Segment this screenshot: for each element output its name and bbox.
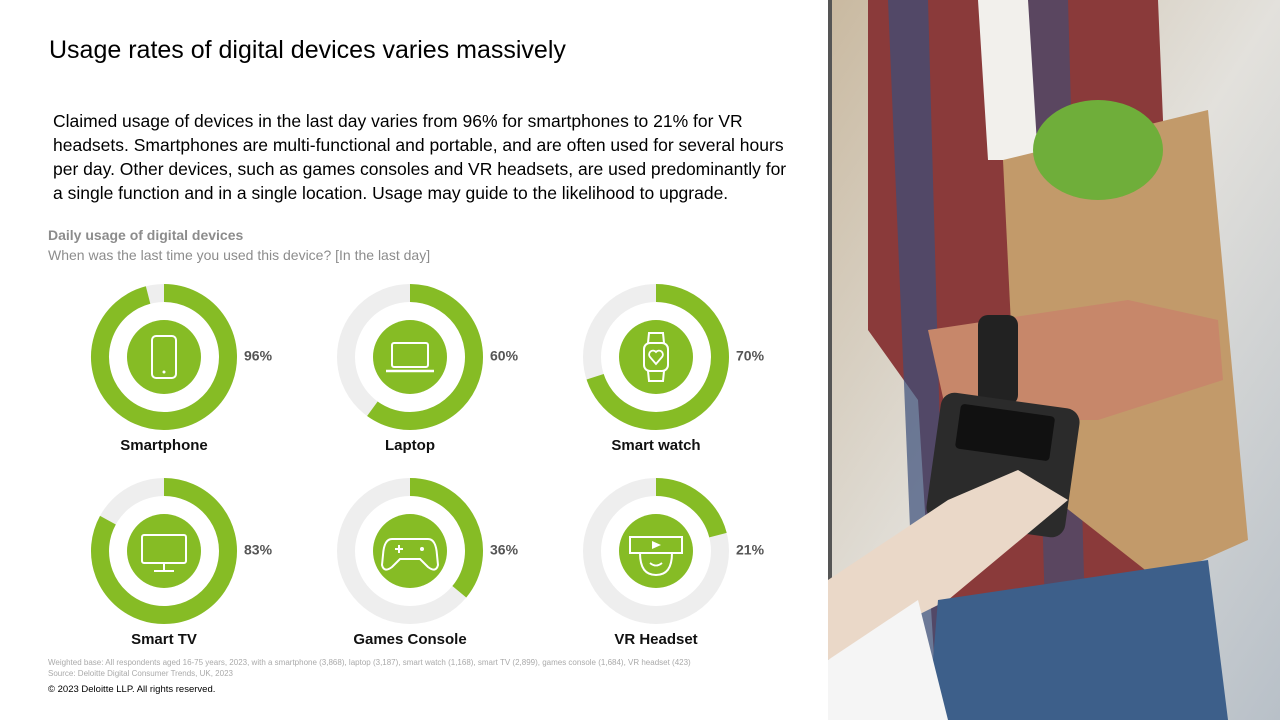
footnote: Source: Deloitte Digital Consumer Trends… [48,669,233,678]
icon-background [619,320,693,394]
donut-chart: 70% Smart watch [583,284,765,454]
donut-title: Games Console [353,631,466,648]
donut-chart: 60% Laptop [337,284,519,454]
donut-arc [91,478,237,624]
donut-arc [655,478,727,538]
copyright: © 2023 Deloitte LLP. All rights reserved… [48,684,216,695]
donut-title: Smartphone [120,437,208,454]
chart-title: Daily usage of digital devices [48,227,244,243]
icon-shape [395,545,403,553]
icon-background [127,514,201,588]
donut-arc [91,284,237,430]
donut-chart: 36% Games Console [337,478,519,648]
device-icon [629,536,683,577]
donut-arc [586,284,729,430]
value-label: 21% [736,542,765,558]
icon-background [373,514,447,588]
chart-subtitle: When was the last time you used this dev… [48,247,431,263]
value-label: 70% [736,348,765,364]
icon-shape [639,552,673,577]
device-icon [380,538,440,571]
photo [828,0,1280,720]
icon-background [373,320,447,394]
donut-title: Laptop [385,437,435,454]
icon-shape [380,538,440,571]
icon-shape [648,349,664,366]
icon-shape [649,562,663,567]
device-icon [386,342,434,373]
donut-chart: 83% Smart TV [91,478,273,648]
icon-shape [420,547,424,551]
donut-title: Smart TV [131,631,197,648]
value-label: 83% [244,542,273,558]
value-label: 96% [244,348,273,364]
donut-chart: 96% Smartphone [91,284,273,454]
device-icon [141,534,187,572]
donut-arc [409,478,483,598]
icon-shape [391,342,429,368]
body-text: Claimed usage of devices in the last day… [53,111,787,203]
footnotes: Weighted base: All respondents aged 16-7… [48,657,691,679]
donut-title: Smart watch [611,437,700,454]
footnote: Weighted base: All respondents aged 16-7… [48,658,691,667]
icon-shape [647,332,665,382]
icon-background [619,514,693,588]
charts: 96% Smartphone 60% Laptop 70% Smart watch 83% S… [91,284,765,648]
donut-arc [367,284,483,430]
icon-shape [154,563,174,572]
donut-title: VR Headset [614,631,697,648]
donut-chart: 21% VR Headset [583,478,765,648]
icon-shape [652,541,661,549]
icon-background [127,320,201,394]
icon-shape [162,370,166,374]
device-icon [151,335,177,379]
icon-shape [629,536,683,554]
value-label: 36% [490,542,519,558]
value-label: 60% [490,348,519,364]
icon-shape [643,342,669,372]
slide-title: Usage rates of digital devices varies ma… [49,36,566,64]
icon-shape [151,335,177,379]
device-icon [643,332,669,382]
